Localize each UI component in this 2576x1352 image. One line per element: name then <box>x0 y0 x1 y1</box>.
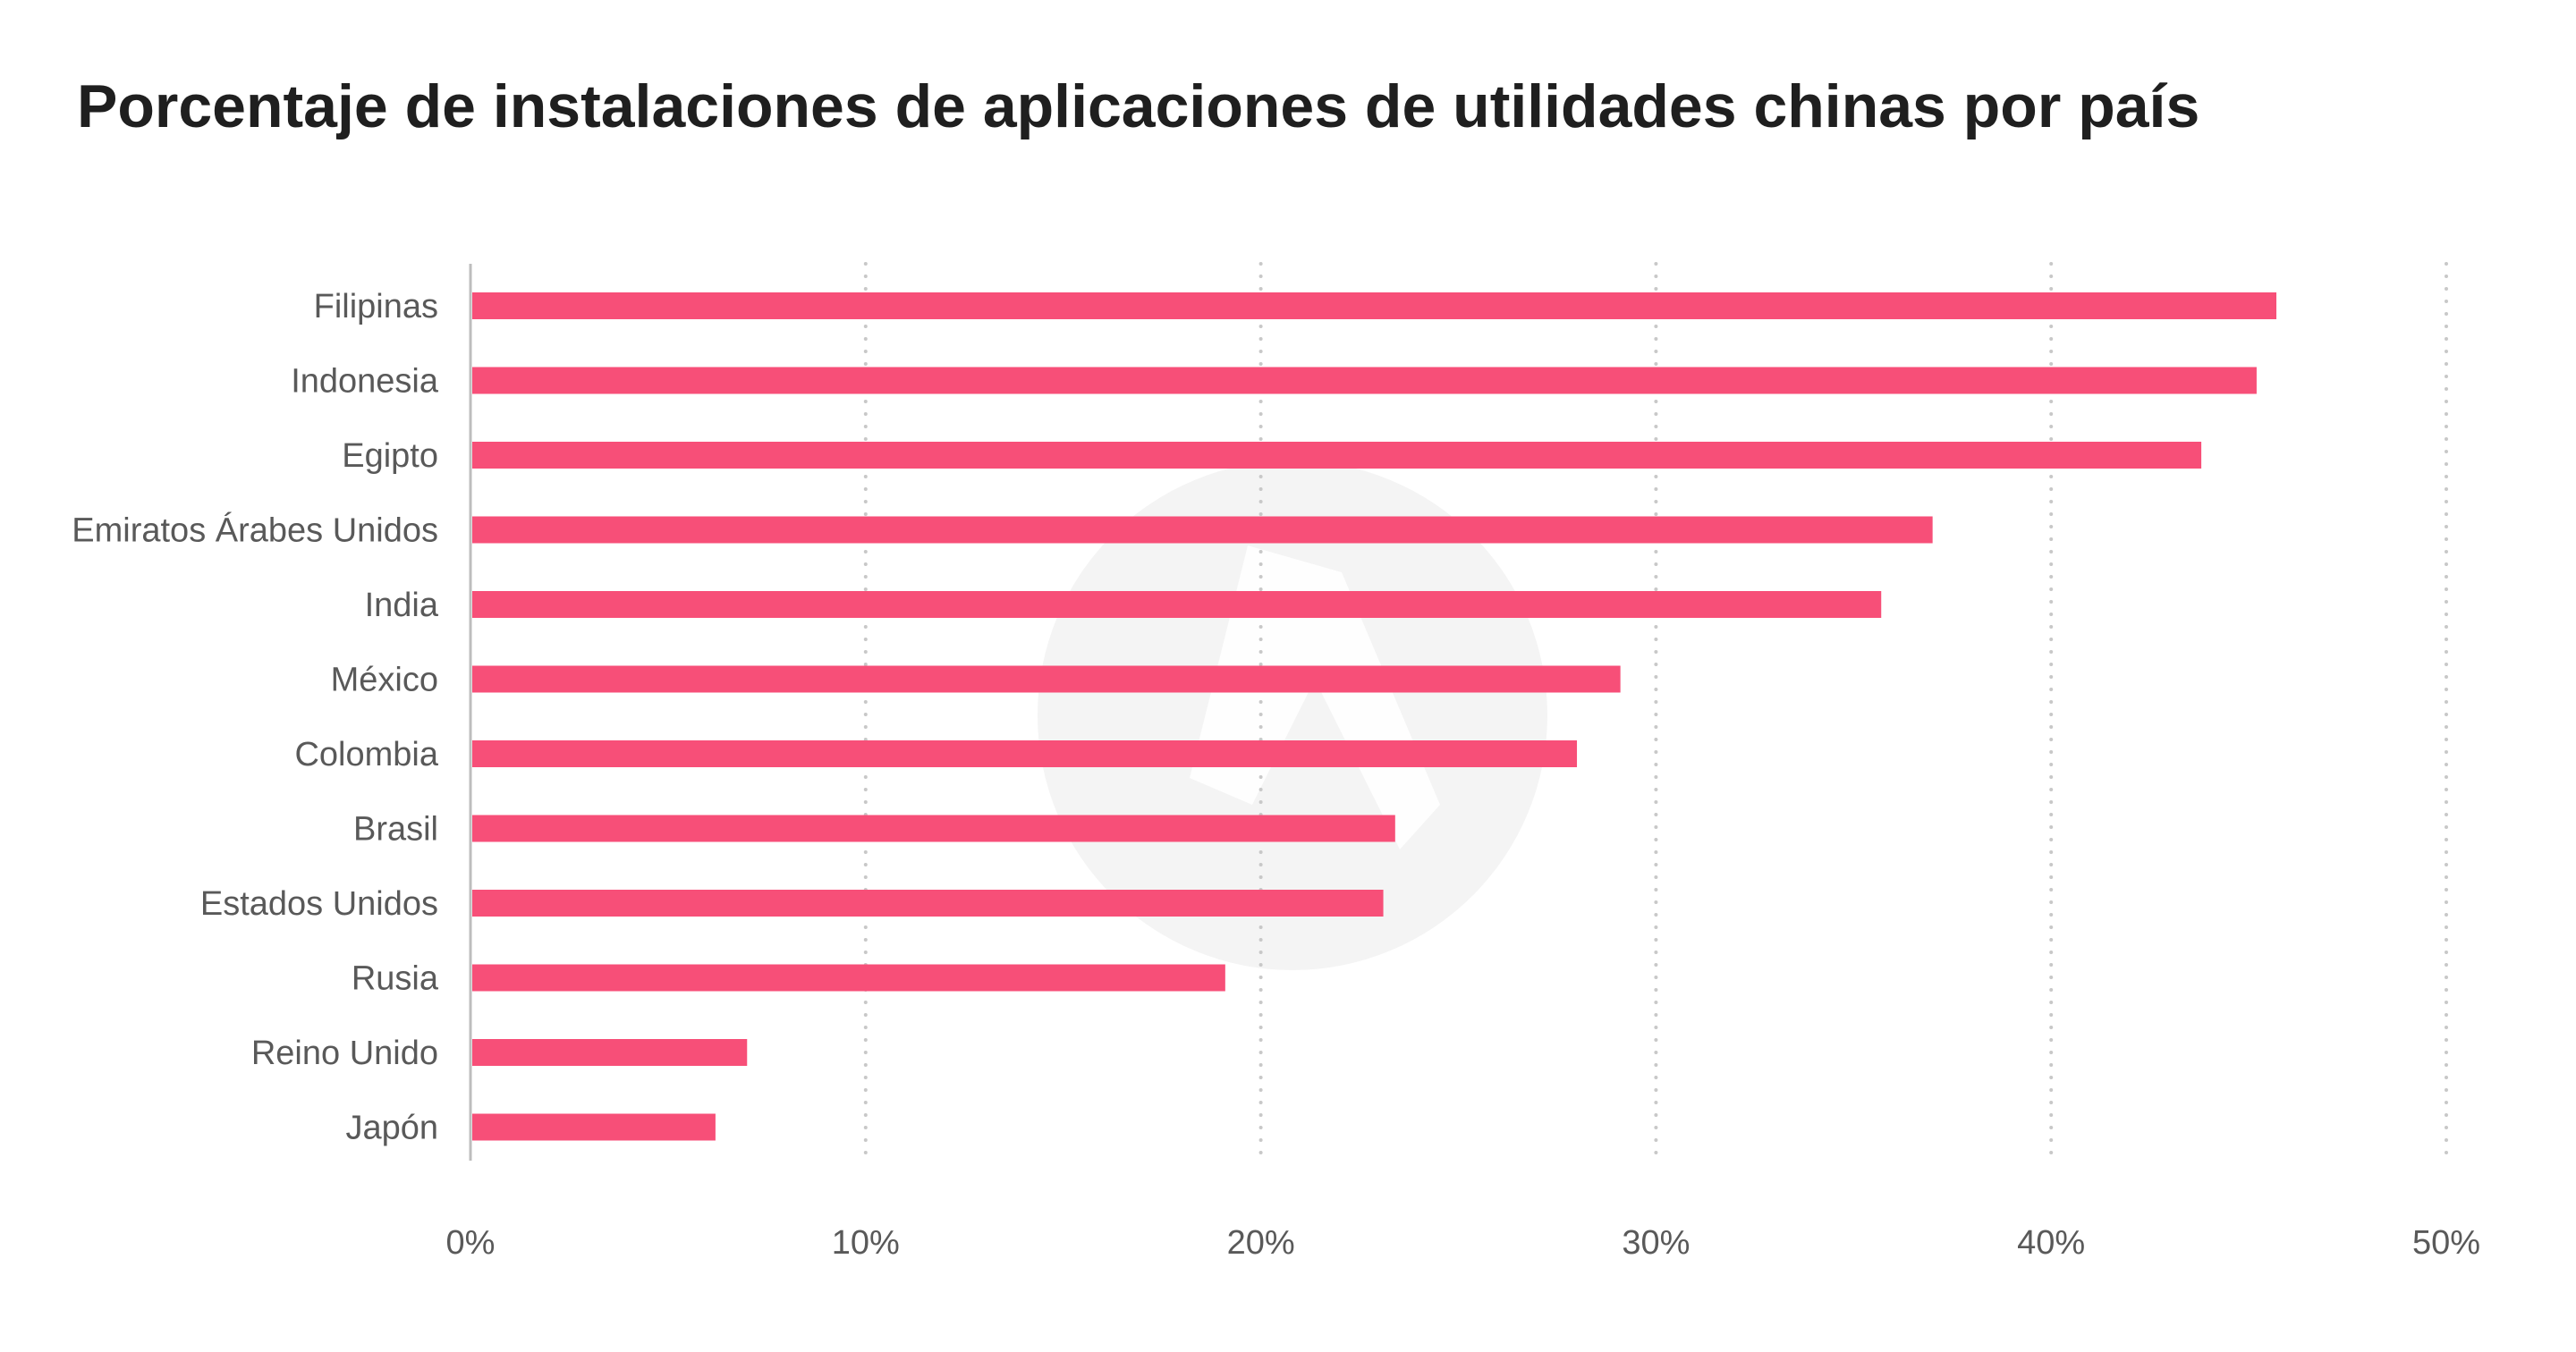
category-label: Egipto <box>342 437 438 475</box>
bar-rusia <box>472 964 1225 992</box>
category-label: Reino Unido <box>251 1035 438 1072</box>
x-tick-labels: 0% 10% 20% 30% 40% 50% <box>446 1224 2480 1262</box>
category-label: Colombia <box>294 736 438 773</box>
bar-colombia <box>472 740 1578 767</box>
bar-india <box>472 591 1882 618</box>
bar-reino-unido <box>472 1039 748 1066</box>
x-tick-label: 10% <box>832 1224 900 1262</box>
x-tick-label: 40% <box>2017 1224 2085 1262</box>
category-label: Rusia <box>352 960 439 998</box>
category-label: Brasil <box>353 811 438 849</box>
chart-title: Porcentaje de instalaciones de aplicacio… <box>77 72 2200 140</box>
category-label: México <box>331 662 438 699</box>
x-tick-label: 50% <box>2412 1224 2480 1262</box>
category-label: Emiratos Árabes Unidos <box>72 511 438 550</box>
x-tick-label: 30% <box>1622 1224 1690 1262</box>
bars <box>472 292 2277 1141</box>
bar-indonesia <box>472 367 2257 394</box>
watermark-icon <box>1038 461 1547 970</box>
bar-estados-unidos <box>472 890 1384 917</box>
watermark-logo <box>1038 461 1547 970</box>
bar-brasil <box>472 815 1395 842</box>
bar-japón <box>472 1113 716 1141</box>
bar-filipinas <box>472 292 2277 319</box>
x-tick-label: 20% <box>1227 1224 1295 1262</box>
bar-emiratos-árabes-unidos <box>472 516 1933 544</box>
category-label: Estados Unidos <box>200 885 438 923</box>
bar-egipto <box>472 442 2202 469</box>
category-labels: Filipinas Indonesia Egipto Emiratos Árabes … <box>72 288 439 1147</box>
bar-méxico <box>472 665 1621 693</box>
category-label: Filipinas <box>314 288 438 325</box>
x-tick-label: 0% <box>446 1224 496 1262</box>
category-label: Indonesia <box>291 363 439 401</box>
category-label: India <box>365 587 439 624</box>
category-label: Japón <box>345 1110 438 1147</box>
grid-lines <box>863 262 2448 1162</box>
